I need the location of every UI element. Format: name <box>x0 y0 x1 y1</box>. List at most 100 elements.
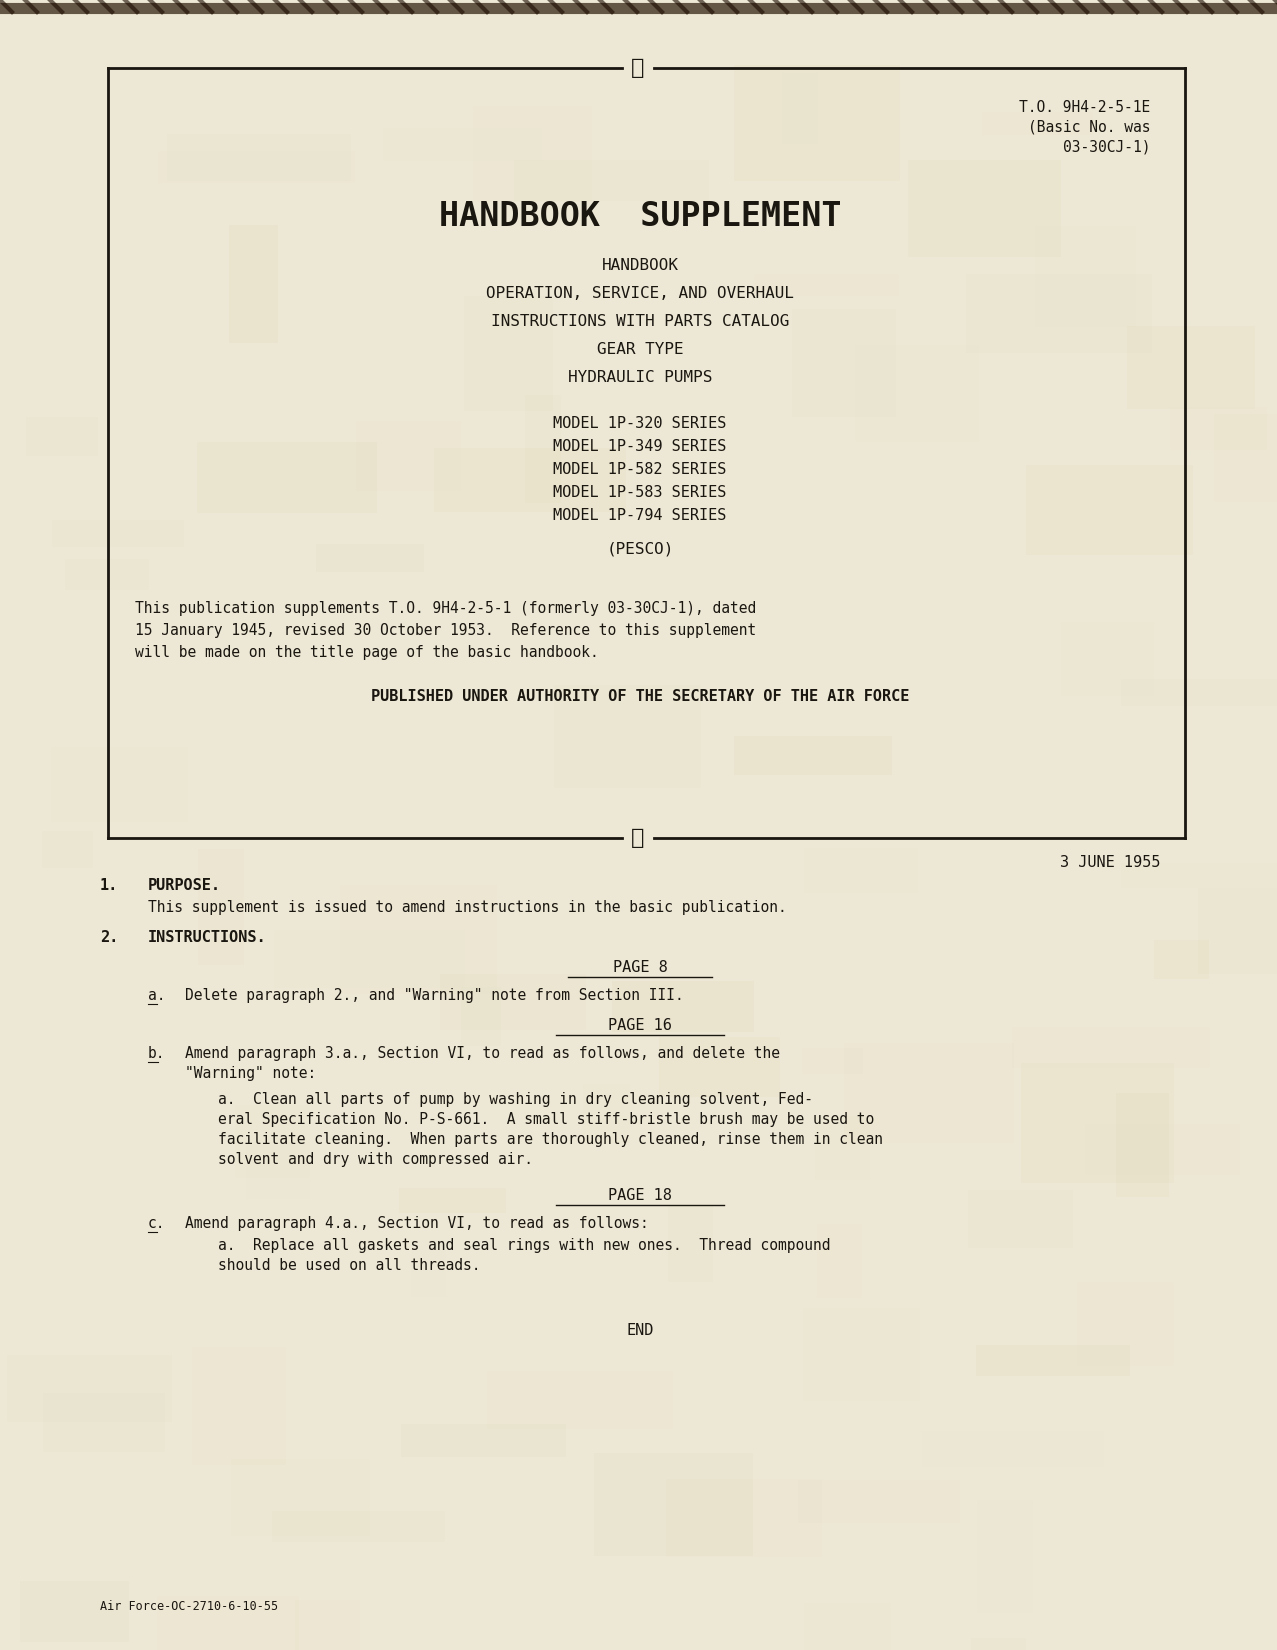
Bar <box>1061 622 1154 696</box>
Bar <box>439 974 586 1030</box>
Bar <box>52 520 184 546</box>
Bar <box>815 1115 871 1180</box>
Bar <box>315 544 424 573</box>
Text: HANDBOOK: HANDBOOK <box>601 257 678 272</box>
Bar <box>553 685 701 789</box>
Text: MODEL 1P-794 SERIES: MODEL 1P-794 SERIES <box>553 508 727 523</box>
Bar <box>401 1424 566 1457</box>
Bar <box>1170 408 1267 449</box>
Text: GEAR TYPE: GEAR TYPE <box>596 342 683 356</box>
Text: (Basic No. was: (Basic No. was <box>1028 120 1151 135</box>
Bar <box>461 987 502 1046</box>
Bar <box>42 1393 165 1452</box>
Text: MODEL 1P-582 SERIES: MODEL 1P-582 SERIES <box>553 462 727 477</box>
Bar <box>1085 1124 1240 1175</box>
Bar <box>51 747 188 822</box>
Bar <box>235 1106 310 1178</box>
Bar <box>513 160 709 201</box>
Bar <box>792 309 895 417</box>
Bar <box>1022 1064 1174 1183</box>
Bar <box>295 1600 360 1650</box>
Text: "Warning" note:: "Warning" note: <box>185 1066 317 1081</box>
Text: a.  Replace all gaskets and seal rings with new ones.  Thread compound: a. Replace all gaskets and seal rings wi… <box>218 1238 830 1252</box>
Bar <box>594 1454 753 1556</box>
Bar <box>1013 1026 1211 1068</box>
Text: b.: b. <box>148 1046 166 1061</box>
Text: will be made on the title page of the basic handbook.: will be made on the title page of the ba… <box>135 645 599 660</box>
Text: PUBLISHED UNDER AUTHORITY OF THE SECRETARY OF THE AIR FORCE: PUBLISHED UNDER AUTHORITY OF THE SECRETA… <box>370 690 909 705</box>
Bar <box>612 982 753 1031</box>
Bar <box>1198 888 1277 974</box>
Text: should be used on all threads.: should be used on all threads. <box>218 1257 480 1274</box>
Text: INSTRUCTIONS WITH PARTS CATALOG: INSTRUCTIONS WITH PARTS CATALOG <box>490 314 789 328</box>
Text: (PESCO): (PESCO) <box>607 541 674 556</box>
Bar <box>922 1431 1103 1467</box>
Text: a.: a. <box>148 988 166 1003</box>
Bar <box>157 1596 299 1650</box>
Bar <box>157 152 355 183</box>
Bar <box>1154 940 1209 980</box>
Text: This supplement is issued to amend instructions in the basic publication.: This supplement is issued to amend instr… <box>148 899 787 916</box>
Bar <box>967 274 1152 353</box>
Bar <box>167 134 351 182</box>
Bar <box>733 66 900 182</box>
Bar <box>340 884 497 995</box>
Bar <box>1027 465 1193 556</box>
Bar <box>665 1480 822 1558</box>
Bar <box>398 1188 506 1213</box>
Text: PAGE 18: PAGE 18 <box>608 1188 672 1203</box>
Bar <box>65 559 149 591</box>
Text: 15 January 1945, revised 30 October 1953.  Reference to this supplement: 15 January 1945, revised 30 October 1953… <box>135 624 756 639</box>
Bar <box>192 1346 286 1465</box>
Bar <box>487 1371 673 1429</box>
Bar <box>1121 680 1277 706</box>
Bar <box>272 1510 444 1541</box>
Text: eral Specification No. P-S-661.  A small stiff-bristle brush may be used to: eral Specification No. P-S-661. A small … <box>218 1112 875 1127</box>
Bar <box>474 106 591 201</box>
Bar <box>19 1581 129 1642</box>
Bar <box>1128 325 1254 409</box>
Bar <box>275 931 465 988</box>
Bar <box>434 449 626 513</box>
Bar <box>231 1459 369 1536</box>
Bar <box>197 442 377 513</box>
Bar <box>971 1638 1027 1650</box>
Bar <box>982 112 1093 135</box>
Bar <box>805 1604 890 1650</box>
Bar <box>977 1500 1033 1614</box>
Text: Delete paragraph 2., and "Warning" note from Section III.: Delete paragraph 2., and "Warning" note … <box>185 988 683 1003</box>
Bar <box>1116 1092 1168 1198</box>
Bar <box>245 1142 310 1200</box>
Bar <box>968 1190 1073 1247</box>
Text: T.O. 9H4-2-5-1E: T.O. 9H4-2-5-1E <box>1019 101 1151 116</box>
Bar <box>525 394 562 503</box>
Bar <box>464 295 553 411</box>
Text: MODEL 1P-349 SERIES: MODEL 1P-349 SERIES <box>553 439 727 454</box>
Text: END: END <box>626 1323 654 1338</box>
Bar <box>802 1048 863 1074</box>
Text: facilitate cleaning.  When parts are thoroughly cleaned, rinse them in clean: facilitate cleaning. When parts are thor… <box>218 1132 882 1147</box>
Bar <box>198 848 244 965</box>
Bar <box>1077 1282 1174 1366</box>
Bar <box>1214 414 1277 502</box>
Text: 03-30CJ-1): 03-30CJ-1) <box>1062 140 1151 155</box>
Bar <box>1036 226 1137 327</box>
Text: Amend paragraph 3.a., Section VI, to read as follows, and delete the: Amend paragraph 3.a., Section VI, to rea… <box>185 1046 780 1061</box>
Text: HYDRAULIC PUMPS: HYDRAULIC PUMPS <box>568 370 713 384</box>
Bar <box>803 848 918 893</box>
Text: solvent and dry with compressed air.: solvent and dry with compressed air. <box>218 1152 533 1167</box>
Bar <box>42 830 93 868</box>
Bar <box>668 1206 713 1282</box>
Text: ★: ★ <box>631 58 645 79</box>
Bar <box>976 1345 1130 1376</box>
Text: a.  Clean all parts of pump by washing in dry cleaning solvent, Fed-: a. Clean all parts of pump by washing in… <box>218 1092 813 1107</box>
Text: PAGE 16: PAGE 16 <box>608 1018 672 1033</box>
Text: MODEL 1P-583 SERIES: MODEL 1P-583 SERIES <box>553 485 727 500</box>
Text: Amend paragraph 4.a., Section VI, to read as follows:: Amend paragraph 4.a., Section VI, to rea… <box>185 1216 649 1231</box>
Bar <box>734 736 891 775</box>
Text: 2.: 2. <box>100 931 119 945</box>
Text: MODEL 1P-320 SERIES: MODEL 1P-320 SERIES <box>553 416 727 431</box>
Text: INSTRUCTIONS.: INSTRUCTIONS. <box>148 931 267 945</box>
Bar <box>26 417 98 455</box>
Bar <box>817 1224 862 1299</box>
